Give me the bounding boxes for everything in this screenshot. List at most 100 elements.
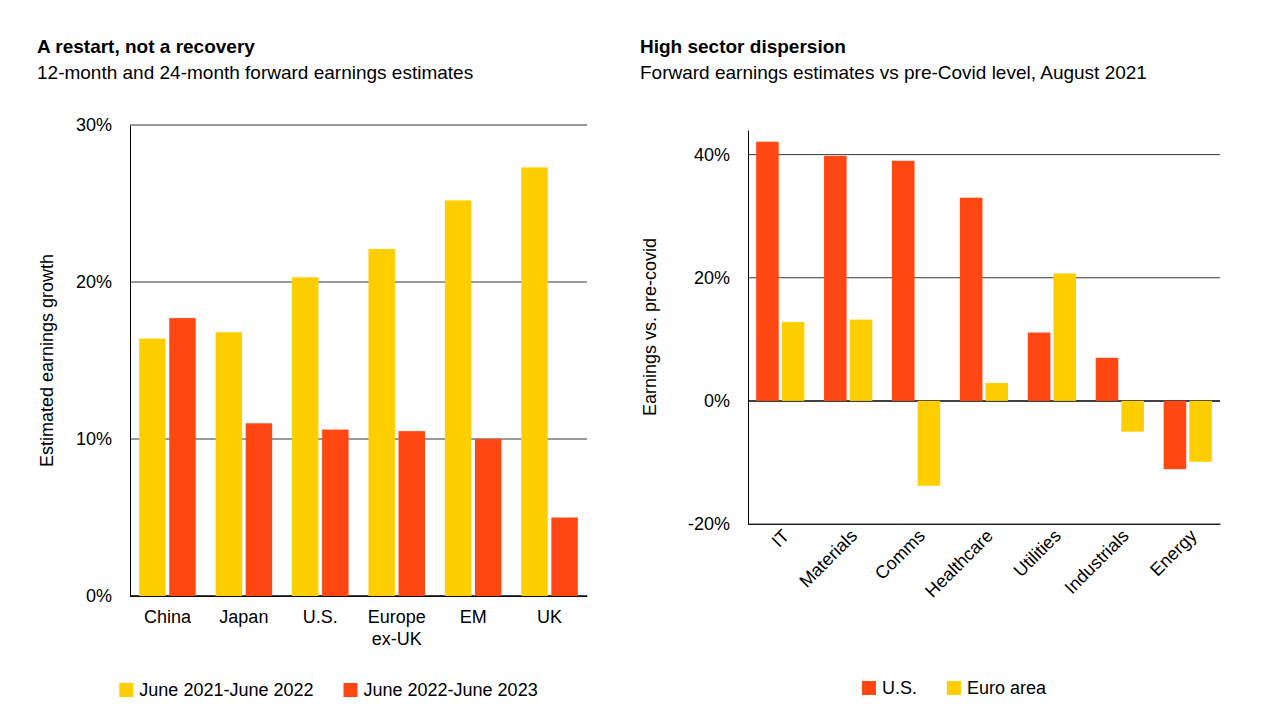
tick: Industrials bbox=[1061, 526, 1133, 598]
bar bbox=[1189, 401, 1212, 462]
legend-label: June 2022-June 2023 bbox=[364, 680, 538, 700]
tick: IT bbox=[768, 526, 793, 551]
zero-line bbox=[130, 595, 587, 597]
bar bbox=[292, 277, 318, 596]
bar bbox=[445, 200, 471, 596]
legend-swatch bbox=[947, 681, 961, 695]
tick: -20% bbox=[688, 514, 730, 534]
bar-series bbox=[756, 142, 1186, 470]
bar bbox=[169, 318, 195, 596]
tick-label: UK bbox=[537, 607, 562, 627]
axis-title: Estimated earnings growth bbox=[37, 254, 57, 467]
tick: U.S. bbox=[303, 607, 338, 627]
grid bbox=[748, 155, 1220, 524]
tick-label: IT bbox=[768, 526, 793, 551]
tick: Materials bbox=[795, 526, 861, 592]
legend-label: June 2021-June 2022 bbox=[139, 680, 313, 700]
axis-line bbox=[131, 596, 588, 597]
legend-swatch bbox=[119, 683, 133, 697]
y-axis: 0%10%20%30% bbox=[76, 115, 131, 606]
bar-series bbox=[169, 318, 578, 596]
tick: 0% bbox=[704, 391, 730, 411]
grid-line bbox=[130, 439, 587, 440]
bar bbox=[399, 431, 425, 596]
bar bbox=[216, 332, 242, 596]
bars bbox=[756, 142, 1212, 486]
y-axis: -20%0%20%40% bbox=[688, 131, 749, 535]
label-line: ex-UK bbox=[372, 629, 422, 649]
chart-canvas: A restart, not a recovery 12-month and 24… bbox=[0, 0, 1280, 720]
tick-label: Japan bbox=[219, 607, 268, 627]
bar bbox=[1053, 273, 1076, 400]
bar bbox=[475, 439, 501, 596]
bar bbox=[1121, 401, 1144, 432]
legend-swatch bbox=[862, 681, 876, 695]
legend: U.S. Euro area bbox=[862, 678, 1047, 698]
chart-subtitle: Forward earnings estimates vs pre-Covid … bbox=[640, 62, 1147, 83]
tick: UK bbox=[537, 607, 562, 627]
tick: Japan bbox=[219, 607, 268, 627]
background bbox=[0, 0, 1280, 720]
tick: EM bbox=[460, 607, 487, 627]
tick: Comms bbox=[871, 526, 929, 584]
bar bbox=[1164, 401, 1187, 469]
bars bbox=[139, 167, 578, 596]
chart-subtitle: 12-month and 24-month forward earnings e… bbox=[37, 62, 473, 83]
bar bbox=[246, 423, 272, 596]
tick-label: 30% bbox=[76, 115, 112, 135]
bar bbox=[960, 198, 983, 401]
tick-label: Comms bbox=[871, 526, 929, 584]
bar bbox=[892, 161, 915, 401]
axis-title: Earnings vs. pre-covid bbox=[640, 238, 660, 416]
tick-label: Europeex-UK bbox=[368, 607, 426, 650]
bar bbox=[782, 322, 805, 401]
tick-label: U.S. bbox=[303, 607, 338, 627]
tick: Europeex-UK bbox=[368, 607, 426, 650]
axis-line bbox=[130, 126, 131, 597]
bar bbox=[850, 320, 873, 401]
chart-title: A restart, not a recovery bbox=[37, 36, 255, 57]
tick-label: 20% bbox=[76, 272, 112, 292]
tick-label: Healthcare bbox=[921, 526, 997, 602]
legend-item: U.S. bbox=[862, 678, 917, 698]
grid-line bbox=[130, 282, 587, 283]
tick-label: Utilities bbox=[1010, 526, 1065, 581]
bar bbox=[551, 518, 577, 597]
legend-swatch bbox=[344, 683, 358, 697]
axis-line bbox=[749, 524, 1221, 525]
bar bbox=[824, 156, 847, 401]
tick-label: Materials bbox=[795, 526, 861, 592]
bar-series bbox=[782, 273, 1212, 485]
tick-label: EM bbox=[460, 607, 487, 627]
grid-line bbox=[748, 524, 1220, 525]
legend-label: Euro area bbox=[967, 678, 1047, 698]
chart-title: High sector dispersion bbox=[640, 36, 846, 57]
tick-label: -20% bbox=[688, 514, 730, 534]
bar bbox=[1028, 333, 1051, 401]
tick: 30% bbox=[76, 115, 112, 135]
tick-label: Industrials bbox=[1061, 526, 1133, 598]
bar bbox=[368, 249, 394, 596]
legend-label: U.S. bbox=[882, 678, 917, 698]
label-line: Europe bbox=[368, 607, 426, 627]
tick: Energy bbox=[1146, 526, 1200, 580]
tick-label: 10% bbox=[76, 429, 112, 449]
bar bbox=[1096, 358, 1119, 401]
bar bbox=[986, 383, 1009, 401]
x-axis: ChinaJapanU.S.Europeex-UKEMUK bbox=[131, 597, 588, 650]
bar bbox=[521, 167, 547, 596]
bar bbox=[139, 339, 165, 596]
legend-item: June 2021-June 2022 bbox=[119, 680, 313, 700]
tick: 20% bbox=[694, 268, 730, 288]
bar-series bbox=[139, 167, 548, 596]
legend-item: June 2022-June 2023 bbox=[344, 680, 538, 700]
tick: 10% bbox=[76, 429, 112, 449]
legend-item: Euro area bbox=[947, 678, 1047, 698]
bar bbox=[918, 401, 941, 486]
zero-line bbox=[748, 400, 1220, 402]
bar bbox=[756, 142, 779, 401]
axis-line bbox=[748, 131, 749, 525]
grid-line bbox=[130, 125, 587, 126]
grid-line bbox=[748, 277, 1220, 278]
grid bbox=[130, 125, 587, 596]
